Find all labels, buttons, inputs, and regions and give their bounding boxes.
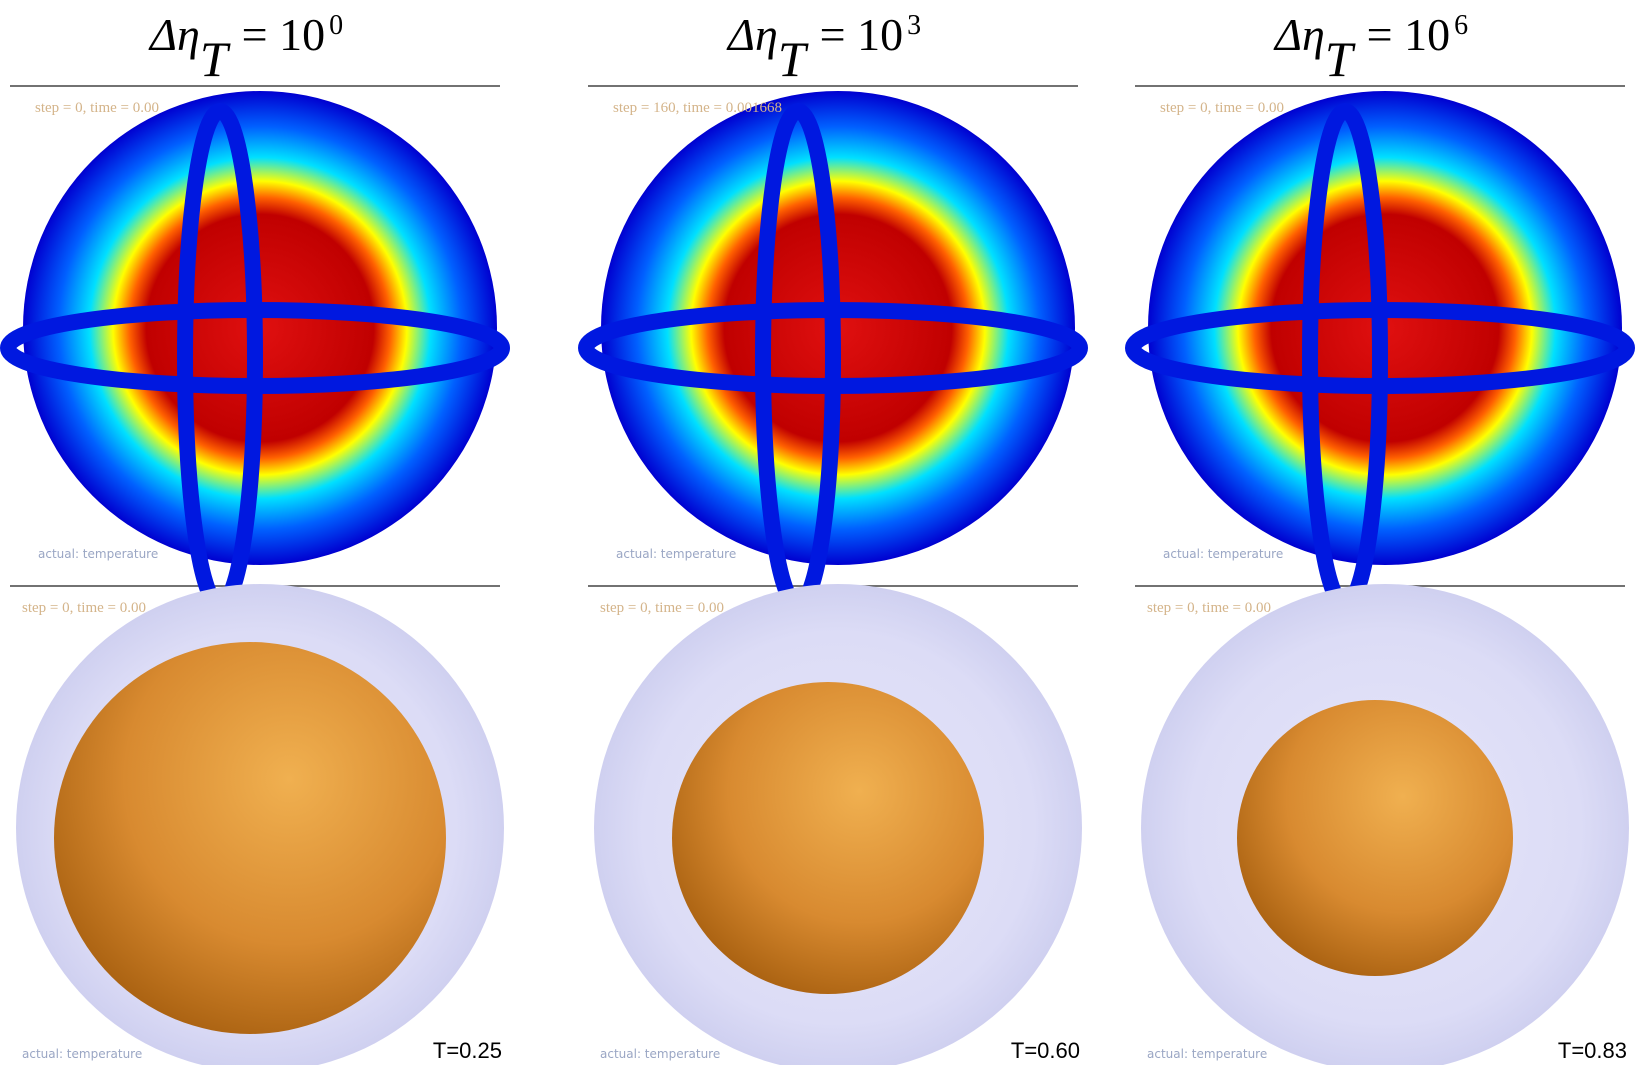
surface-sphere (672, 682, 984, 994)
field-text: actual: temperature (1147, 1047, 1267, 1061)
title-subscript: T (778, 31, 809, 87)
title-symbol: Δη (1273, 9, 1325, 60)
title-base: = 10 (820, 9, 903, 60)
status-text: step = 0, time = 0.00 (600, 600, 724, 616)
temperature-label: T=0.60 (1011, 1038, 1080, 1063)
status-text: step = 0, time = 0.00 (35, 100, 159, 116)
status-text: step = 160, time = 0.001668 (613, 100, 782, 116)
surface-sphere (1237, 700, 1513, 976)
title-exponent: 3 (907, 10, 921, 41)
field-text: actual: temperature (1163, 547, 1283, 561)
title-base: = 10 (1367, 9, 1450, 60)
title-symbol: Δη (148, 9, 200, 60)
title-subscript: T (1325, 31, 1356, 87)
title-exponent: 0 (329, 10, 343, 41)
temperature-label: T=0.83 (1558, 1038, 1627, 1063)
surface-sphere (54, 642, 446, 1034)
title-symbol: Δη (726, 9, 778, 60)
title-exponent: 6 (1454, 10, 1468, 41)
field-text: actual: temperature (600, 1047, 720, 1061)
status-text: step = 0, time = 0.00 (1160, 100, 1284, 116)
status-text: step = 0, time = 0.00 (22, 600, 146, 616)
status-text: step = 0, time = 0.00 (1147, 600, 1271, 616)
field-text: actual: temperature (38, 547, 158, 561)
title-base: = 10 (242, 9, 325, 60)
field-text: actual: temperature (616, 547, 736, 561)
title-subscript: T (200, 31, 231, 87)
figure: ΔηT= 100step = 0, time = 0.00actual: tem… (0, 0, 1648, 1065)
temperature-label: T=0.25 (433, 1038, 502, 1063)
field-text: actual: temperature (22, 1047, 142, 1061)
